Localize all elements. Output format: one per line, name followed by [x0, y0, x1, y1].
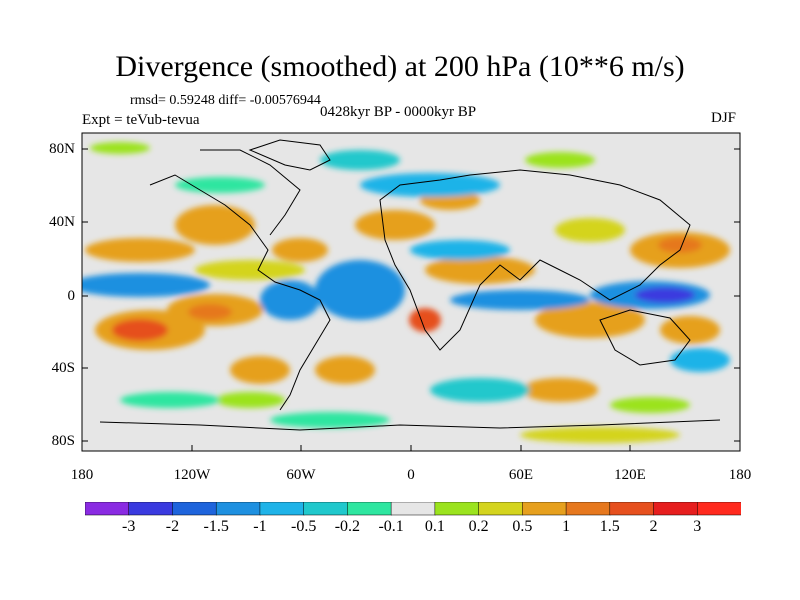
colorbar-swatch: [85, 502, 130, 516]
colorbar-swatch: [478, 502, 524, 516]
colorbar-swatch: [172, 502, 217, 516]
colorbar-swatch: [434, 502, 480, 516]
colorbar-label: 1: [562, 518, 571, 535]
colorbar-swatch: [215, 502, 261, 516]
colorbar-swatch: [347, 502, 392, 516]
colorbar-label: -1.5: [203, 518, 229, 535]
colorbar-swatch: [303, 502, 349, 516]
lon-tick-120w: 120W: [173, 467, 211, 483]
colorbar-swatch: [128, 502, 174, 516]
experiment-label: Expt = teVub-tevua: [82, 112, 200, 128]
colorbar-label: -3: [122, 518, 136, 535]
colorbar: [85, 502, 741, 516]
colorbar-label: 3: [693, 518, 702, 535]
colorbar-swatch: [390, 502, 436, 516]
lat-tick-40s: 40S: [51, 360, 75, 376]
colorbar-label: -2: [165, 518, 180, 535]
lat-tick-80s: 80S: [51, 433, 75, 449]
colorbar-swatch: [697, 502, 741, 516]
colorbar-swatch: [522, 502, 567, 516]
divergence-field: [82, 142, 730, 443]
colorbar-label: 0.1: [424, 518, 445, 535]
lon-tick-120e: 120E: [614, 467, 646, 483]
plot-title: Divergence (smoothed) at 200 hPa (10**6 …: [115, 50, 685, 83]
lon-tick-60w: 60W: [286, 467, 316, 483]
lon-tick-180e: 180: [728, 467, 752, 483]
period-label: 0428kyr BP - 0000kyr BP: [320, 104, 477, 120]
axis-ticks: [81, 148, 741, 451]
colorbar-label: -1: [253, 518, 267, 535]
colorbar-swatch: [609, 502, 655, 516]
lat-tick-0: 0: [67, 288, 76, 304]
colorbar-swatch: [653, 502, 699, 516]
colorbar-label: -0.2: [334, 518, 361, 535]
lon-tick-0: 0: [407, 467, 415, 483]
colorbar-label: -0.1: [378, 518, 404, 535]
stats-text: rmsd= 0.59248 diff= -0.00576944: [130, 93, 321, 108]
colorbar-swatch: [259, 502, 305, 516]
lon-tick-180w: 180: [70, 467, 94, 483]
lat-tick-40n: 40N: [49, 214, 75, 230]
colorbar-swatch: [565, 502, 611, 516]
season-label: DJF: [711, 110, 737, 126]
colorbar-label: -0.5: [290, 518, 317, 535]
colorbar-label: 0.2: [468, 518, 489, 535]
coastlines: [99, 139, 721, 431]
colorbar-label: 1.5: [599, 518, 620, 535]
colorbar-label: 2: [649, 518, 658, 535]
lon-tick-60e: 60E: [508, 467, 534, 483]
lat-tick-80n: 80N: [49, 141, 75, 157]
colorbar-label: 0.5: [512, 518, 533, 535]
